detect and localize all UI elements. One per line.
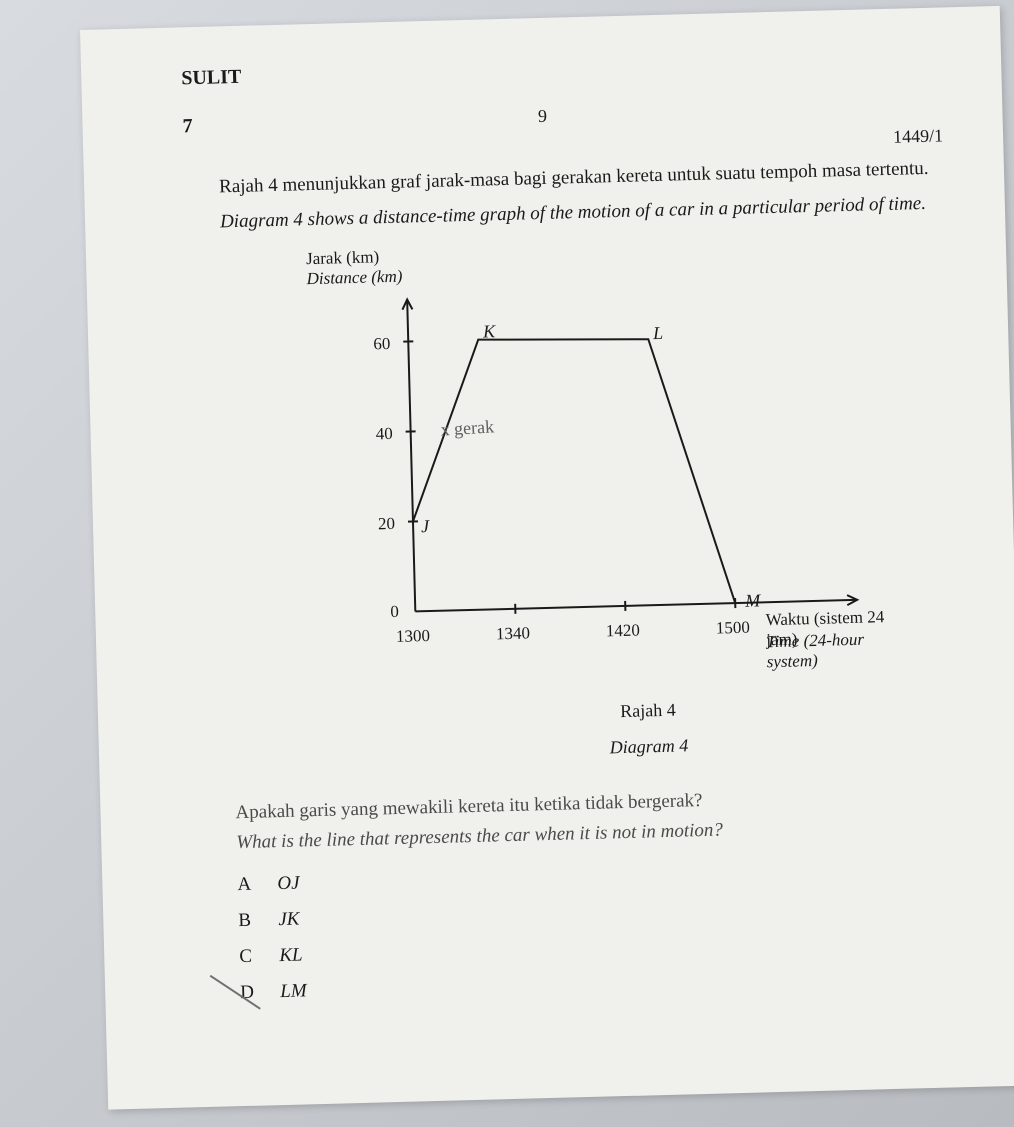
point-j: J	[421, 516, 430, 537]
exam-page: SULIT 7 9 1449/1 Rajah 4 menunjukkan gra…	[80, 6, 1014, 1110]
y-tick-60: 60	[373, 334, 391, 354]
handwritten-note: x gerak	[440, 416, 495, 440]
option-d: D LM	[240, 963, 965, 1004]
y-tick-20: 20	[378, 514, 396, 534]
option-letter-a: A	[237, 873, 278, 896]
answer-options: A OJ B JK C KL D LM	[237, 855, 965, 1004]
x-tick-1340: 1340	[496, 623, 531, 644]
point-l: L	[653, 323, 664, 344]
option-b: B JK	[238, 891, 963, 932]
option-a: A OJ	[237, 855, 962, 896]
option-letter-b: B	[238, 909, 279, 932]
y-tick-40: 40	[375, 424, 393, 444]
option-text-a: OJ	[277, 872, 300, 895]
x-axis-label-en: Time (24-hour system)	[766, 629, 897, 672]
x-tick-1300: 1300	[396, 626, 431, 647]
option-text-d: LM	[280, 980, 307, 1003]
header-row: 7 9 1449/1	[182, 95, 943, 166]
caption-ms: Rajah 4	[338, 692, 958, 729]
question-number: 7	[182, 114, 218, 138]
x-tick-1420: 1420	[606, 621, 641, 642]
page-number: 9	[538, 106, 548, 127]
option-text-b: JK	[278, 908, 300, 931]
point-k: K	[483, 321, 496, 342]
caption-en: Diagram 4	[339, 728, 959, 765]
distance-time-chart: Jarak (km) Distance (km) 60	[286, 239, 897, 695]
option-text-c: KL	[279, 944, 303, 967]
y-axis-label-ms: Jarak (km)	[306, 247, 380, 269]
option-c: C KL	[239, 927, 964, 968]
header-sulit: SULIT	[181, 47, 941, 90]
x-tick-1500: 1500	[716, 618, 751, 639]
paper-code: 1449/1	[893, 125, 944, 147]
option-letter-c: C	[239, 945, 280, 968]
point-m: M	[745, 590, 761, 611]
y-tick-0: 0	[390, 602, 399, 622]
